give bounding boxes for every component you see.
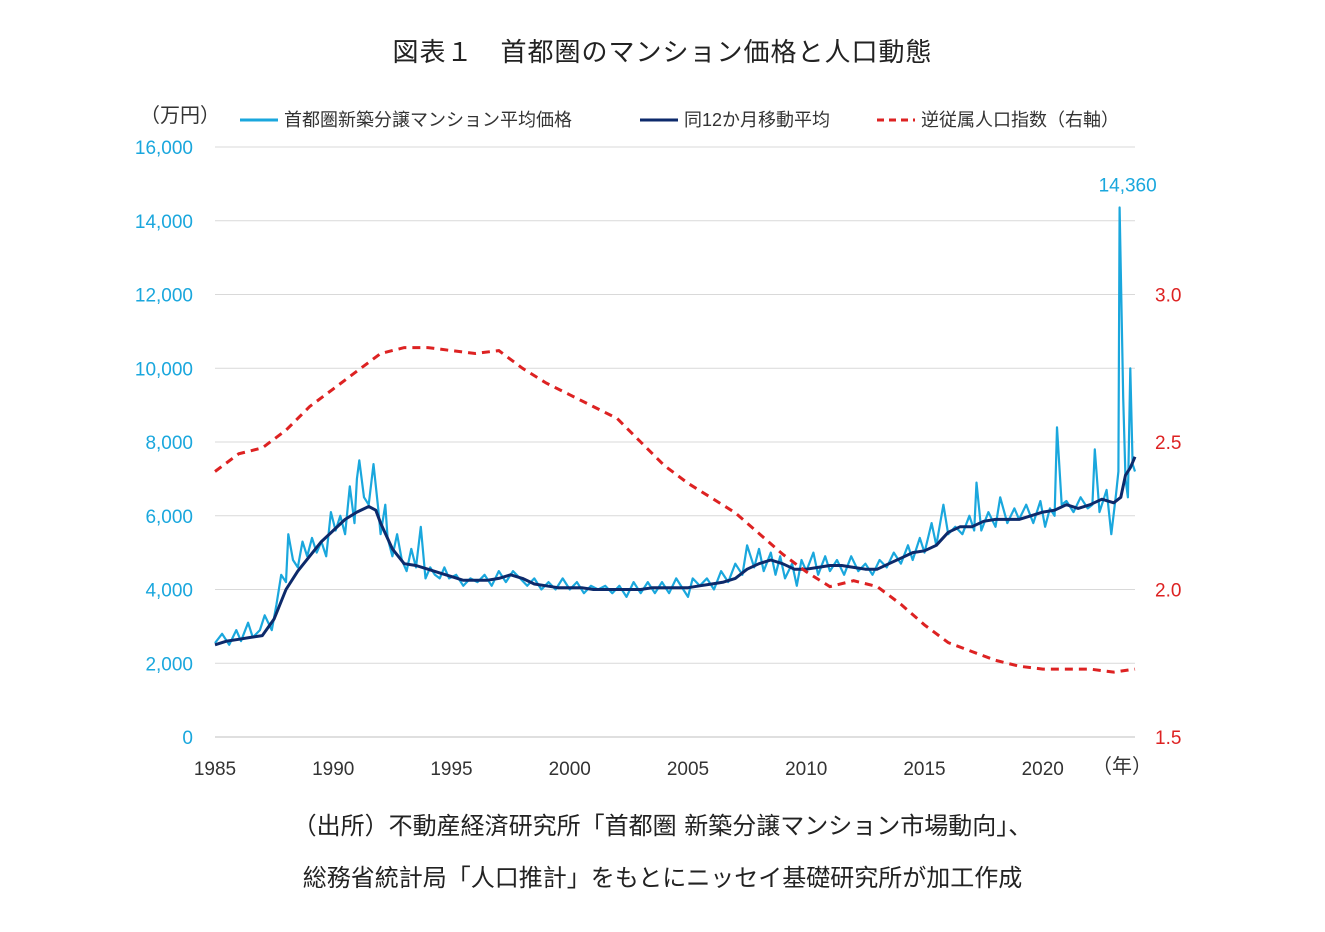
left-tick-label: 16,000 <box>135 138 193 159</box>
x-tick-label: 2010 <box>785 759 827 780</box>
grid-lines <box>215 146 1135 738</box>
x-tick-label: 2005 <box>667 759 709 780</box>
left-tick-label: 14,000 <box>135 212 193 233</box>
left-axis-unit: （万円） <box>140 104 220 127</box>
moving-average-series-line <box>214 456 1137 647</box>
left-tick-label: 6,000 <box>145 507 193 528</box>
chart-title: 図表１ 首都圏のマンション価格と人口動態 <box>392 38 933 68</box>
series-layer <box>214 206 1137 674</box>
right-tick-label: 2.5 <box>1155 433 1181 454</box>
x-tick-label: 1990 <box>312 759 354 780</box>
source-note-line-2: 総務省統計局「人口推計」をもとにニッセイ基礎研究所が加工作成 <box>302 864 1023 892</box>
ratio-series-line <box>214 346 1136 674</box>
x-tick-label: 2015 <box>903 759 945 780</box>
x-tick-label: 1985 <box>194 759 236 780</box>
x-tick-label: 2000 <box>549 759 591 780</box>
left-tick-label: 0 <box>182 728 193 749</box>
peak-value-label: 14,360 <box>1099 175 1157 196</box>
x-axis-ticks: 1985 1990 1995 2000 2005 2010 2015 2020 <box>194 759 1064 780</box>
source-note-line-1: （出所）不動産経済研究所「首都圏 新築分譲マンション市場動向」、 <box>292 812 1033 840</box>
x-tick-label: 2020 <box>1022 759 1064 780</box>
left-tick-label: 4,000 <box>145 581 193 602</box>
left-tick-label: 8,000 <box>145 433 193 454</box>
legend: 首都圏新築分譲マンション平均価格 同12か月移動平均 逆従属人口指数（右軸） <box>240 110 1119 130</box>
legend-price-label: 首都圏新築分譲マンション平均価格 <box>284 110 572 130</box>
left-tick-label: 12,000 <box>135 286 193 307</box>
right-tick-label: 3.0 <box>1155 286 1181 307</box>
legend-moving-average-label: 同12か月移動平均 <box>684 110 830 130</box>
left-tick-label: 10,000 <box>135 359 193 380</box>
x-tick-label: 1995 <box>430 759 472 780</box>
right-axis-ticks: 1.5 2.0 2.5 3.0 <box>1155 286 1181 750</box>
right-tick-label: 2.0 <box>1155 581 1181 602</box>
x-axis-unit: （年） <box>1092 755 1152 778</box>
legend-ratio-label: 逆従属人口指数（右軸） <box>921 110 1119 130</box>
left-axis-ticks: 0 2,000 4,000 6,000 8,000 10,000 12,000 14,000 1… <box>135 138 193 749</box>
price-series-line <box>214 206 1137 646</box>
price-population-chart: 0 2,000 4,000 6,000 8,000 10,000 12,000 14,000 1… <box>135 104 1182 780</box>
left-tick-label: 2,000 <box>145 654 193 675</box>
right-tick-label: 1.5 <box>1155 728 1181 749</box>
